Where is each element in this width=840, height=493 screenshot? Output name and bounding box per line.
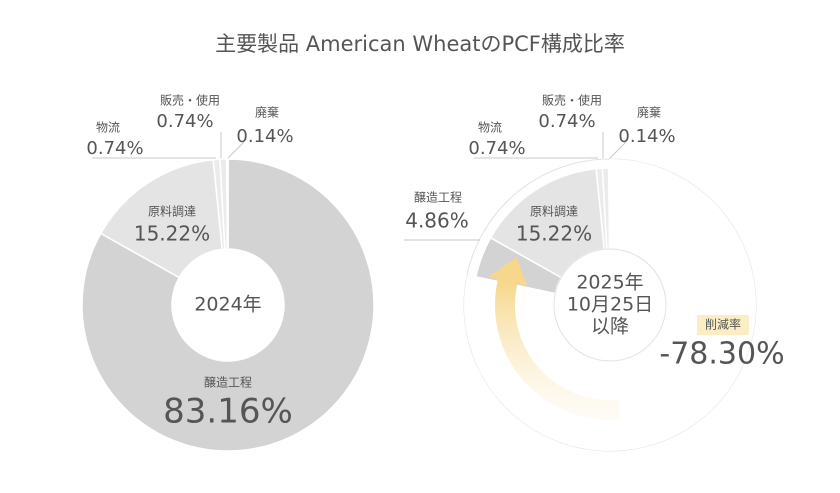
reduction-value: -78.30%: [659, 337, 784, 372]
category-label: 物流: [478, 121, 502, 135]
arrow-head: [488, 257, 528, 286]
value-label: 0.74%: [538, 111, 595, 132]
reduction-label: 削減率: [705, 317, 741, 332]
category-label: 醸造工程: [414, 190, 462, 205]
value-label: 0.14%: [618, 126, 675, 147]
leader-line: [609, 141, 627, 159]
value-label: 0.74%: [468, 138, 525, 159]
reduction-tag: [697, 315, 749, 335]
category-label: 廃棄: [637, 105, 661, 120]
center-label: 以降: [591, 316, 629, 338]
value-label: 15.22%: [134, 222, 210, 246]
value-label: 0.74%: [86, 138, 143, 159]
center-label: 10月25日: [567, 294, 653, 316]
category-label: 廃棄: [255, 105, 279, 120]
leader-line: [227, 141, 245, 159]
value-label: 0.74%: [156, 111, 213, 132]
value-label: 0.14%: [236, 126, 293, 147]
center-hole: [172, 249, 284, 361]
donut-segment: [225, 158, 229, 250]
donut-segment: [608, 167, 611, 250]
center-label: 2025年: [576, 272, 643, 294]
category-label: 販売・使用: [160, 93, 220, 108]
value-label: 15.22%: [516, 222, 592, 246]
reduction-arrow: [495, 279, 621, 420]
category-label: 原料調達: [148, 205, 196, 219]
center-label: 2024年: [194, 294, 261, 316]
category-label: 物流: [96, 121, 120, 135]
category-label: 原料調達: [530, 205, 578, 219]
title: 主要製品 American WheatのPCF構成比率: [215, 32, 625, 56]
category-label: 販売・使用: [542, 93, 602, 108]
center-hole: [553, 248, 667, 362]
value-label: 4.86%: [405, 209, 469, 233]
category-label: 醸造工程: [204, 375, 252, 390]
value-label: 83.16%: [163, 392, 293, 432]
